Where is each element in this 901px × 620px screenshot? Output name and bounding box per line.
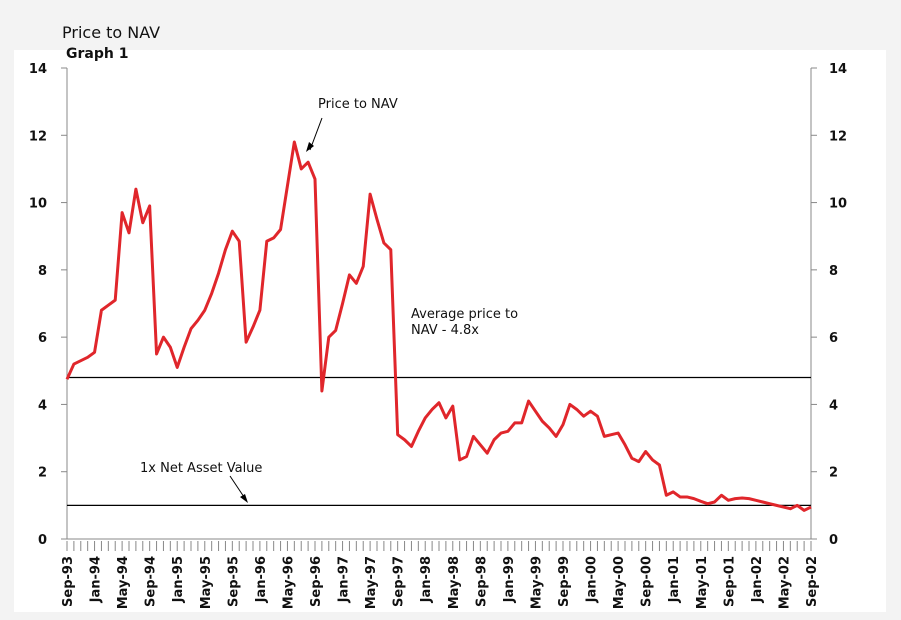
- x-tick-label: May-99: [529, 556, 544, 609]
- x-tick-label: Sep-01: [722, 556, 737, 607]
- x-tick-label: Jan-00: [585, 556, 600, 603]
- x-tick-label: May-98: [447, 556, 462, 609]
- x-tick-label: Sep-93: [61, 556, 76, 607]
- chart-subtitle: Graph 1: [66, 46, 128, 62]
- y-tick-label: 4: [38, 398, 47, 413]
- annotation: Price to NAV: [318, 97, 398, 112]
- x-tick-label: May-96: [281, 556, 296, 609]
- x-tick-label: Sep-96: [309, 556, 324, 607]
- reference-label: NAV - 4.8x: [411, 323, 479, 338]
- reference-label: 1x Net Asset Value: [140, 461, 262, 476]
- y-tick-label: 10: [29, 197, 47, 212]
- x-tick-label: Jan-95: [171, 556, 186, 603]
- y2-tick-label: 4: [829, 398, 838, 413]
- y-tick-label: 0: [38, 533, 47, 548]
- y2-tick-label: 2: [829, 466, 838, 481]
- y-tick-label: 14: [29, 62, 47, 77]
- y2-tick-label: 0: [829, 533, 838, 548]
- chart-panel: [14, 50, 886, 612]
- x-tick-label: May-02: [777, 556, 792, 609]
- x-tick-label: Jan-94: [89, 556, 104, 603]
- y2-tick-label: 8: [829, 264, 838, 279]
- x-tick-label: May-01: [695, 556, 710, 609]
- y2-tick-label: 12: [829, 129, 847, 144]
- x-tick-label: Sep-97: [392, 556, 407, 607]
- x-tick-label: Jan-96: [254, 556, 269, 603]
- x-tick-label: Sep-98: [474, 556, 489, 607]
- x-tick-label: Sep-99: [557, 556, 572, 607]
- x-tick-label: Sep-02: [805, 556, 820, 607]
- x-tick-label: Jan-98: [419, 556, 434, 603]
- y-tick-label: 2: [38, 466, 47, 481]
- x-tick-label: Jan-97: [337, 556, 352, 603]
- x-tick-label: Jan-02: [750, 556, 765, 603]
- y-tick-label: 8: [38, 264, 47, 279]
- line-series: [65, 140, 812, 512]
- x-tick-label: Sep-95: [226, 556, 241, 607]
- chart-title: Price to NAV: [62, 23, 160, 42]
- y-tick-label: 6: [38, 331, 47, 346]
- y2-tick-label: 6: [829, 331, 838, 346]
- x-tick-label: Sep-00: [640, 556, 655, 607]
- annotation-arrowhead: [240, 494, 248, 503]
- reference-label: Average price to: [411, 307, 518, 322]
- x-tick-label: Jan-01: [667, 556, 682, 603]
- y2-tick-label: 14: [829, 62, 847, 77]
- x-tick-label: Jan-99: [502, 556, 517, 603]
- x-tick-label: May-97: [364, 556, 379, 609]
- x-tick-label: May-94: [116, 556, 131, 609]
- x-tick-label: Sep-94: [144, 556, 159, 607]
- x-tick-label: May-95: [199, 556, 214, 609]
- annotation-arrowhead: [306, 142, 314, 152]
- y-tick-label: 12: [29, 129, 47, 144]
- y2-tick-label: 10: [829, 197, 847, 212]
- x-tick-label: May-00: [612, 556, 627, 609]
